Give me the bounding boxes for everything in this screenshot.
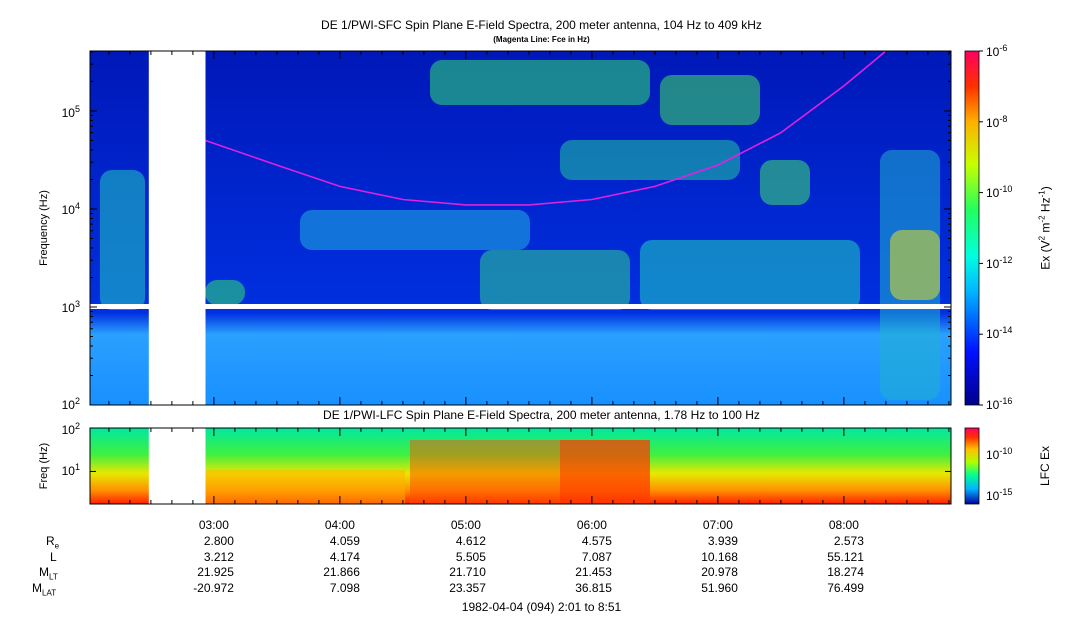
sfc-colorbar-tick-label: 10-16	[986, 396, 1013, 412]
sfc-texture	[480, 250, 630, 310]
sfc-ytick-label: 102	[61, 396, 80, 412]
lfc-ylabel: Freq (Hz)	[38, 442, 50, 490]
ephemeris-value: 4.059	[329, 534, 360, 548]
sfc-texture	[890, 230, 940, 300]
ephemeris-value: 3.939	[707, 534, 738, 548]
sfc-texture	[205, 280, 245, 305]
ephemeris-value: 21.710	[449, 565, 486, 579]
lfc-title: DE 1/PWI-LFC Spin Plane E-Field Spectra,…	[323, 408, 760, 422]
lfc-data-gap	[148, 428, 206, 504]
ephemeris-label-l: L	[50, 550, 57, 564]
ephemeris-value: 21.925	[197, 565, 234, 579]
xtick-label: 07:00	[702, 518, 733, 532]
sfc-colorbar-tick-label: 10-14	[986, 325, 1013, 341]
sfc-colorbar-label: Ex (V2 m-2 Hz-1)	[1037, 186, 1053, 270]
ephemeris-value: 3.212	[203, 550, 234, 564]
ephemeris-value: 7.098	[329, 581, 360, 595]
xtick-label: 04:00	[324, 518, 355, 532]
fce-line	[205, 51, 887, 206]
ephemeris-value: -20.972	[193, 581, 234, 595]
sfc-ytick-label: 105	[61, 104, 80, 120]
ephemeris-value: 4.174	[329, 550, 360, 564]
sfc-texture	[300, 210, 530, 250]
ephemeris-value: 51.960	[701, 581, 738, 595]
ephemeris-value: 4.575	[581, 534, 612, 548]
ephemeris-value: 21.866	[323, 565, 360, 579]
sfc-colorbar-tick-label: 10-10	[986, 184, 1013, 200]
ephemeris-value: 10.168	[701, 550, 738, 564]
ephemeris-value: 76.499	[827, 581, 864, 595]
time-range-footer: 1982-04-04 (094) 2:01 to 8:51	[461, 600, 622, 614]
sfc-colorbar-tick-label: 10-8	[986, 114, 1008, 130]
ephemeris-value: 36.815	[575, 581, 612, 595]
ephemeris-value: 4.612	[455, 534, 486, 548]
lfc-colorbar-tick-label: 10-15	[986, 487, 1013, 503]
lfc-panel-frame	[89, 427, 952, 505]
sfc-texture	[430, 60, 650, 105]
xtick-label: 06:00	[576, 518, 607, 532]
sfc-ytick-label: 103	[61, 299, 80, 315]
ephemeris-label-mlt: MLT	[39, 565, 58, 582]
sfc-texture	[760, 160, 810, 205]
sfc-colorbar-tick-label: 10-12	[986, 255, 1013, 271]
sfc-texture	[100, 170, 145, 310]
sfc-band-gap	[90, 303, 951, 309]
xtick-label: 05:00	[450, 518, 481, 532]
sfc-colorbar-tick-label: 10-6	[986, 43, 1008, 59]
ephemeris-value: 2.573	[833, 534, 864, 548]
lfc-ytick-label: 101	[61, 462, 80, 478]
lfc-colorbar-tick-label: 10-10	[986, 446, 1013, 462]
sfc-data-gap	[148, 51, 206, 405]
sfc-title: DE 1/PWI-SFC Spin Plane E-Field Spectra,…	[321, 18, 762, 32]
ephemeris-value: 7.087	[581, 550, 612, 564]
ephemeris-value: 2.800	[203, 534, 234, 548]
lfc-texture	[205, 470, 405, 504]
ephemeris-value: 18.274	[827, 565, 864, 579]
sfc-colorbar	[964, 50, 980, 406]
ephemeris-value: 23.357	[449, 581, 486, 595]
sfc-texture	[660, 75, 760, 125]
ephemeris-label-mlat: MLAT	[32, 581, 57, 598]
ephemeris-label-re: Re	[46, 534, 60, 551]
ephemeris-value: 20.978	[701, 565, 738, 579]
sfc-panel-frame	[89, 50, 952, 406]
ephemeris-value: 5.505	[455, 550, 486, 564]
lfc-colorbar	[964, 427, 980, 505]
xtick-label: 08:00	[828, 518, 859, 532]
sfc-ytick-label: 104	[61, 201, 80, 217]
sfc-texture	[640, 240, 860, 310]
lfc-texture	[560, 440, 650, 504]
ephemeris-value: 55.121	[827, 550, 864, 564]
sfc-ylabel: Frequency (Hz)	[38, 190, 50, 266]
lfc-ytick-label: 102	[61, 421, 80, 437]
sfc-texture	[560, 140, 740, 180]
sfc-subtitle: (Magenta Line: Fce in Hz)	[493, 35, 590, 44]
lfc-colorbar-label: LFC Ex	[1038, 445, 1052, 487]
ephemeris-value: 21.453	[575, 565, 612, 579]
xtick-label: 03:00	[198, 518, 229, 532]
